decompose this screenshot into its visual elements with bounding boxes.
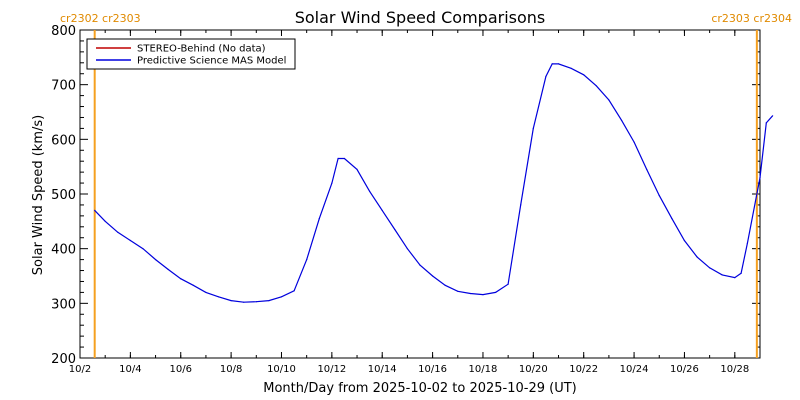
data-point [507,283,509,285]
data-point [570,67,572,69]
y-tick-label: 600 [51,133,76,148]
carrington-marker-label: cr2303 cr2304 [711,12,792,25]
data-series [94,63,774,303]
data-point [331,182,333,184]
data-point [217,296,220,298]
data-point [394,228,396,231]
x-tick-label: 10/2 [69,364,91,375]
data-point [696,256,698,258]
data-point [369,190,371,192]
data-point [557,63,560,65]
x-tick-label: 10/28 [720,364,749,375]
data-point [765,122,767,124]
data-point [205,291,207,293]
legend-box [86,38,296,70]
data-point [495,291,497,293]
data-point [180,278,182,280]
legend-label-stereo: STEREO-Behind (No data) [137,44,266,55]
data-point [545,75,547,78]
data-point [243,301,245,303]
data-point [104,220,106,222]
x-tick-label: 10/20 [519,364,548,375]
data-point [268,300,270,302]
y-tick-label: 200 [51,352,76,367]
legend-label-mas: Predictive Science MAS Model [137,56,286,67]
data-point [129,239,131,242]
data-point [551,63,553,65]
data-point [142,248,144,250]
data-point [734,277,736,279]
data-point [469,292,471,295]
carrington-marker-label: cr2302 cr2303 [60,12,141,25]
data-point [683,239,686,242]
data-point [419,264,421,266]
axis-ticks: 200 300 400 500 600 700 800 10/2 10/4 10/6 10/8 10/… [51,24,760,375]
data-point [721,274,723,276]
data-point [671,218,673,220]
x-tick-label: 10/6 [170,364,192,375]
y-tick-label: 700 [51,79,76,94]
data-point [583,74,585,76]
data-point [167,268,169,270]
data-point [608,99,610,101]
data-point [406,248,408,250]
data-point [192,284,194,286]
x-tick-label: 10/22 [569,364,598,375]
data-point [117,231,119,233]
data-point [595,85,597,87]
x-axis-label: Month/Day from 2025-10-02 to 2025-10-29 … [263,381,576,396]
data-point [356,168,358,170]
data-point [740,272,742,274]
x-tick-label: 10/26 [670,364,699,375]
y-axis-label: Solar Wind Speed (km/s) [31,115,46,275]
data-point [230,300,232,302]
data-point [646,168,648,170]
data-point [381,209,383,211]
data-point [280,296,283,298]
x-tick-label: 10/10 [267,364,296,375]
data-point [772,115,774,117]
legend: STEREO-Behind (No data) Predictive Scien… [86,38,296,70]
data-point [520,204,522,206]
x-tick-label: 10/12 [317,364,346,375]
y-tick-label: 400 [51,243,76,258]
data-point [337,157,339,160]
data-point [482,294,484,296]
data-point [620,119,623,121]
y-tick-label: 800 [51,24,76,39]
x-tick-label: 10/14 [368,364,397,375]
data-point [94,209,96,211]
x-tick-label: 10/16 [418,364,447,375]
data-point [155,259,157,261]
data-point [633,141,635,143]
data-point [343,157,345,160]
data-point [658,195,660,197]
x-tick-label: 10/4 [119,364,141,375]
data-point [255,301,257,303]
chart-title: Solar Wind Speed Comparisons [295,8,546,27]
data-point [759,177,761,179]
data-point [318,218,320,220]
y-tick-label: 300 [51,297,76,312]
x-tick-label: 10/8 [220,364,242,375]
data-point [306,259,308,261]
data-point [293,290,295,292]
data-point [457,290,459,292]
data-point [532,127,534,129]
y-tick-label: 500 [51,188,76,203]
x-tick-label: 10/24 [620,364,649,375]
data-point [746,242,749,244]
x-tick-label: 10/18 [469,364,498,375]
data-point [444,284,446,286]
data-point [432,275,434,277]
data-point [709,267,711,269]
